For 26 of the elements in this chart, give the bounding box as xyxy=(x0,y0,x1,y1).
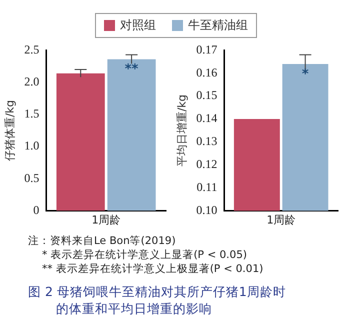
y-tick-label: 0 xyxy=(33,202,40,217)
y-tick-label: 1.0 xyxy=(24,138,40,153)
caption: 图 2 母猪饲喂牛至精油对其所产仔猪1周龄时的体重和平均日增重的影响 xyxy=(28,283,287,317)
y-tick-label: 0.12 xyxy=(196,157,218,172)
text: 注：资料来自Le Bon等(2019) xyxy=(28,234,177,248)
text: * 表示差异在统计学意义上显著(P < 0.05) xyxy=(41,248,248,262)
text: ** 表示差异在统计学意义上极显著(P < 0.01) xyxy=(41,262,264,276)
x-tick-label: 1周龄 xyxy=(92,213,121,226)
legend-label: 牛至精油组 xyxy=(188,17,248,34)
y-tick-label: 0.13 xyxy=(196,134,218,148)
y-tick-label: 0.10 xyxy=(196,202,218,217)
legend-label: 对照组 xyxy=(120,17,156,34)
y-tick-label: 0.16 xyxy=(196,65,218,80)
y-tick-label: 0.15 xyxy=(196,88,218,102)
y-tick-label: 0.17 xyxy=(196,42,218,56)
data-label: ** xyxy=(124,62,139,78)
y-axis-title: 仔猪体重/kg xyxy=(3,100,16,162)
y-tick-label: 1.5 xyxy=(24,106,40,121)
y-tick-label: 2.5 xyxy=(24,42,40,56)
y-tick-label: 0.14 xyxy=(196,111,218,126)
y-tick-label: 2.0 xyxy=(24,74,40,88)
x-tick-label: 1周龄 xyxy=(266,213,296,226)
y-axis-title: 平均日增重/kg xyxy=(175,94,188,167)
data-label: * xyxy=(302,66,309,82)
y-tick-label: 0.11 xyxy=(196,180,218,194)
y-tick-label: 0.5 xyxy=(24,170,40,185)
